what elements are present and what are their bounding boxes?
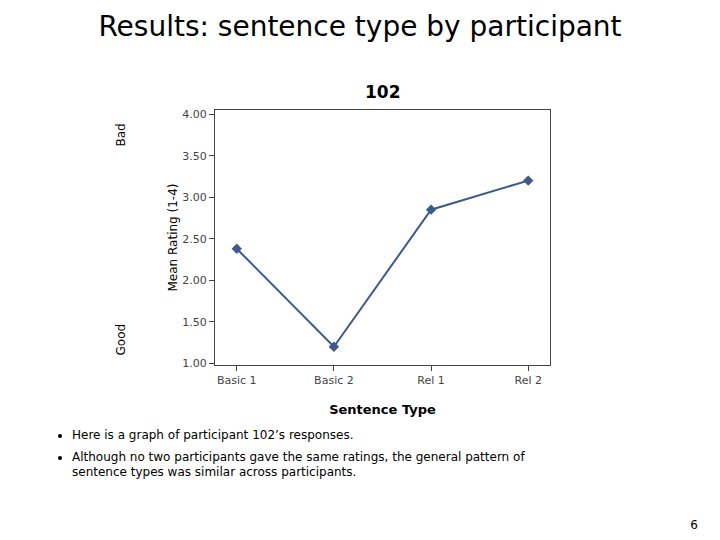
svg-text:Rel 1: Rel 1 <box>417 374 444 387</box>
svg-text:3.50: 3.50 <box>182 150 207 163</box>
html-text:6: 6 <box>690 518 698 532</box>
svg-text:Basic 2: Basic 2 <box>314 374 354 387</box>
svg-text:2.50: 2.50 <box>182 233 207 246</box>
svg-text:Good: Good <box>114 324 128 356</box>
svg-text:1.50: 1.50 <box>182 316 207 329</box>
svg-text:Basic 1: Basic 1 <box>217 374 257 387</box>
svg-text:2.00: 2.00 <box>182 274 207 287</box>
svg-text:1.00: 1.00 <box>182 357 207 370</box>
svg-text:Sentence Type: Sentence Type <box>329 402 436 417</box>
svg-text:102: 102 <box>365 82 401 102</box>
html-text:Here is a graph of participant: Here is a graph of participant 102’s res… <box>72 428 354 442</box>
svg-text:3.00: 3.00 <box>182 191 207 204</box>
svg-text:Bad: Bad <box>114 123 128 146</box>
svg-text:Results: sentence type by part: Results: sentence type by participant <box>98 10 621 43</box>
svg-text:Mean Rating (1-4): Mean Rating (1-4) <box>166 184 180 292</box>
svg-text:4.00: 4.00 <box>182 108 207 121</box>
svg-text:Rel 2: Rel 2 <box>515 374 542 387</box>
html-text:Although no two participants g: Although no two participants gave the sa… <box>72 449 525 480</box>
